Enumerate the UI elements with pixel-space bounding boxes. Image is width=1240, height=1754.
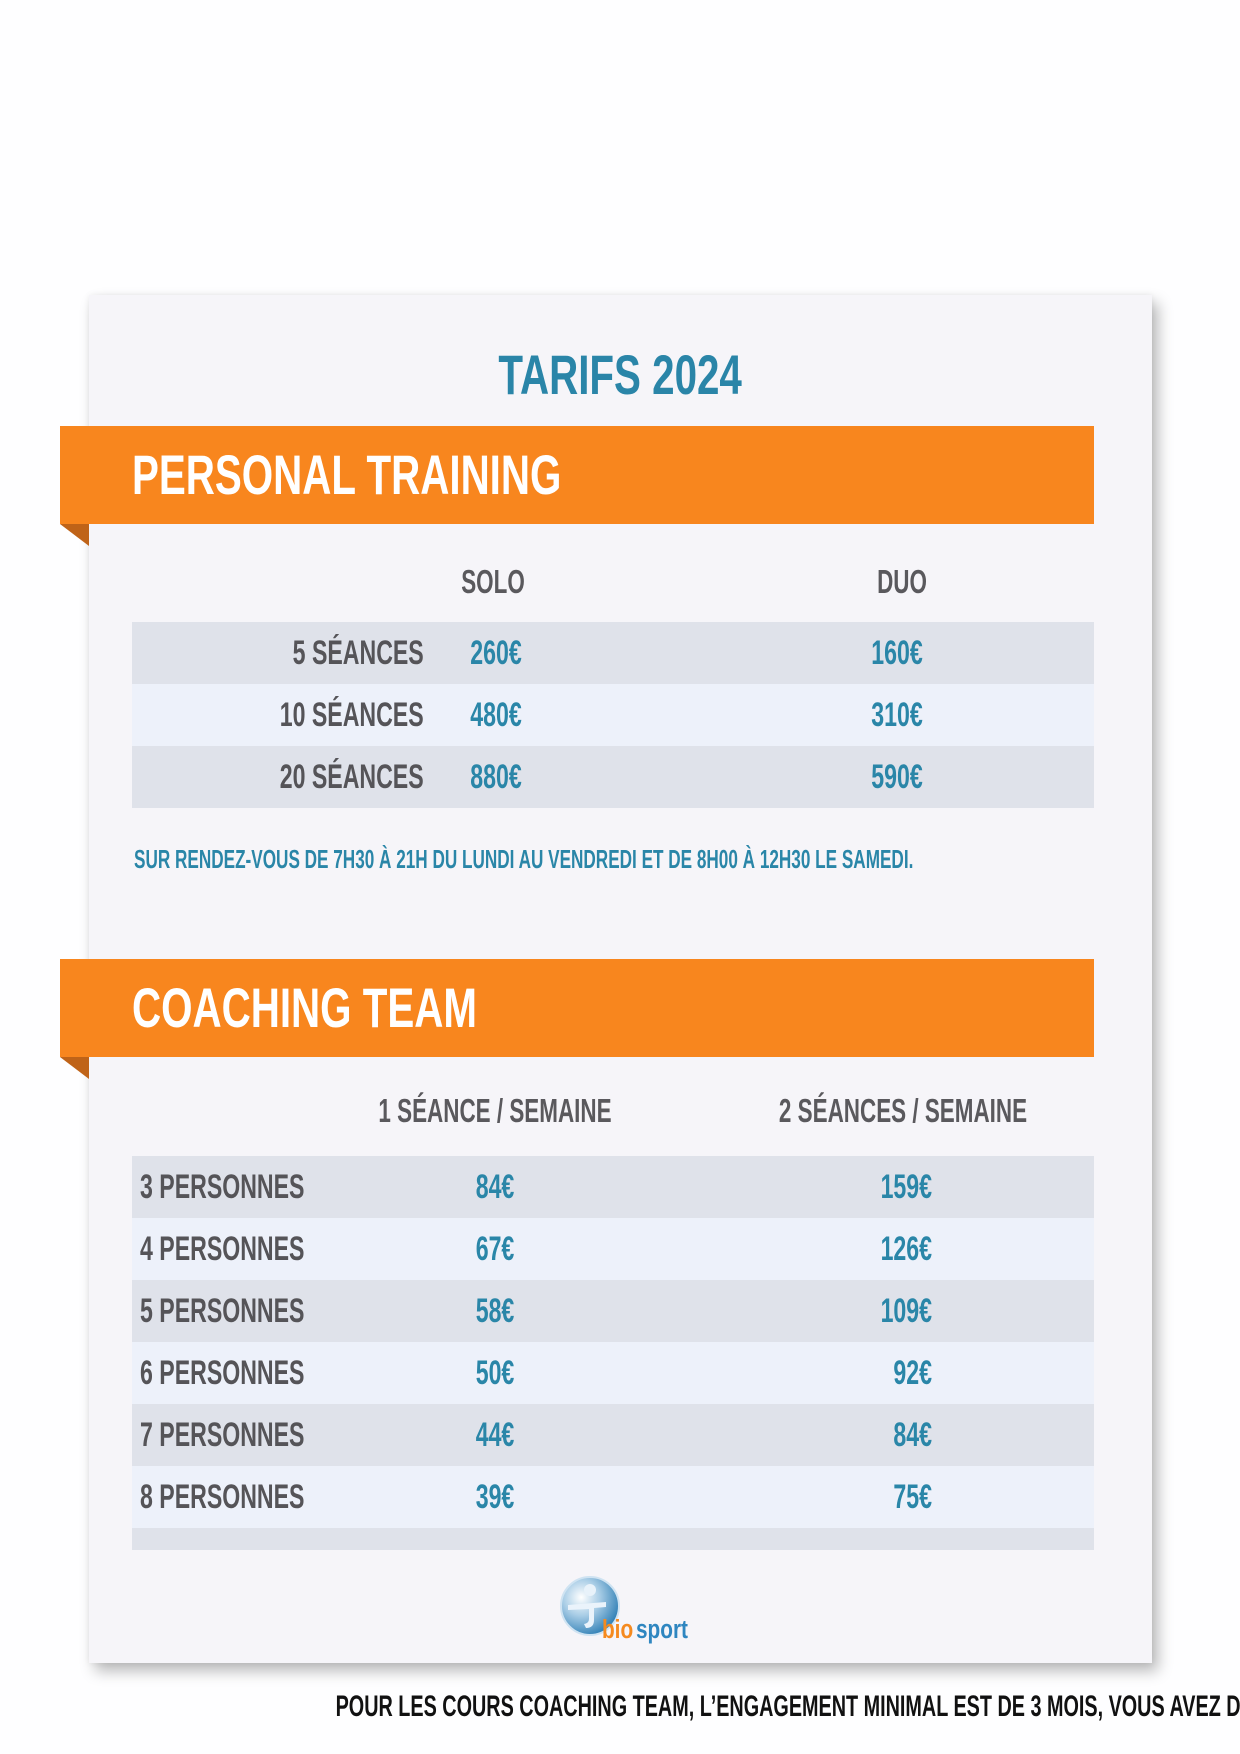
section-banner-coaching-team: COACHING TEAM [60,959,1094,1079]
banner-fold [60,1057,89,1079]
column-header-one-session: 1 SÉANCE / SEMAINE [378,1092,612,1129]
table-row: 7 PERSONNES 44€ 84€ [132,1404,1094,1466]
table-row: 10 SÉANCES 480€ 310€ [132,684,1094,746]
page-title: TARIFS 2024 [0,340,1240,410]
page-title-text: TARIFS 2024 [498,343,742,406]
column-header-two-sessions: 2 SÉANCES / SEMAINE [778,1092,1028,1129]
schedule-note: SUR RENDEZ-VOUS DE 7H30 À 21H DU LUNDI A… [134,844,914,874]
table-row: 6 PERSONNES 50€ 92€ [132,1342,1094,1404]
table-row: 5 PERSONNES 58€ 109€ [132,1280,1094,1342]
price-one-session: 44€ [475,1416,515,1454]
price-solo: 480€ [470,696,522,734]
footer-note-text: POUR LES COURS COACHING TEAM, L’ENGAGEME… [335,1690,1240,1723]
biosport-logo: bio sport [558,1576,688,1646]
column-header-duo: DUO [877,563,927,600]
row-label: 7 PERSONNES [140,1416,305,1454]
price-two-sessions: 92€ [893,1354,932,1392]
price-duo: 160€ [871,634,923,672]
price-one-session: 67€ [475,1230,515,1268]
price-two-sessions: 109€ [880,1292,932,1330]
svg-text:sport: sport [636,1615,688,1644]
table-row: 20 SÉANCES 880€ 590€ [132,746,1094,808]
table-row: 8 PERSONNES 39€ 75€ [132,1466,1094,1528]
row-label: 3 PERSONNES [140,1168,305,1206]
table-row: 3 PERSONNES 84€ 159€ [132,1156,1094,1218]
section-heading: COACHING TEAM [132,976,477,1039]
price-one-session: 84€ [475,1168,515,1206]
section-heading: PERSONAL TRAINING [132,443,562,506]
price-solo: 260€ [470,634,522,672]
price-solo: 880€ [470,758,522,796]
row-label: 20 SÉANCES [280,758,424,796]
row-label: 5 SÉANCES [292,634,424,672]
column-header-solo: SOLO [461,563,525,600]
footer-note: POUR LES COURS COACHING TEAM, L’ENGAGEME… [0,1688,1240,1726]
table-row: 5 SÉANCES 260€ 160€ [132,622,1094,684]
row-label: 8 PERSONNES [140,1478,305,1516]
price-duo: 590€ [871,758,923,796]
price-one-session: 39€ [475,1478,515,1516]
price-two-sessions: 159€ [880,1168,932,1206]
price-one-session: 58€ [475,1292,515,1330]
row-label: 6 PERSONNES [140,1354,305,1392]
price-duo: 310€ [871,696,923,734]
price-one-session: 50€ [475,1354,515,1392]
banner-fold [60,524,89,546]
price-two-sessions: 84€ [893,1416,932,1454]
row-label: 4 PERSONNES [140,1230,305,1268]
section-banner-personal-training: PERSONAL TRAINING [60,426,1094,546]
row-label: 5 PERSONNES [140,1292,305,1330]
price-two-sessions: 126€ [880,1230,932,1268]
row-label: 10 SÉANCES [280,696,424,734]
table-row-empty [132,1528,1094,1550]
runner-icon: bio sport [560,1576,688,1644]
svg-text:bio: bio [602,1615,633,1644]
table-row: 4 PERSONNES 67€ 126€ [132,1218,1094,1280]
price-two-sessions: 75€ [893,1478,932,1516]
